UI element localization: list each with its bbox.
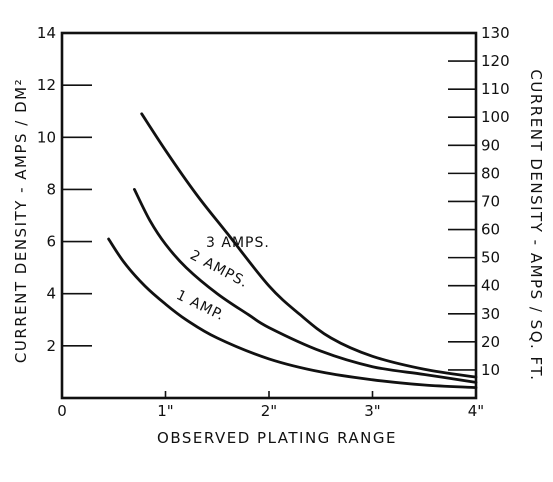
- y-right-tick-label-0: 10: [481, 361, 500, 379]
- y-right-tick-label-4: 50: [481, 249, 500, 267]
- y-right-tick-label-6: 70: [481, 192, 500, 210]
- y-axis-title-left: CURRENT DENSITY - AMPS / DM²: [12, 78, 30, 363]
- plot-frame: [60, 31, 478, 400]
- x-tick-label-2: 2": [261, 402, 277, 420]
- series-line-3-amps: [140, 112, 478, 379]
- y-right-tick-label-12: 130: [481, 24, 510, 42]
- y-right-tick-label-11: 120: [481, 52, 510, 70]
- y-right-tick-label-7: 80: [481, 164, 500, 182]
- y-axis-title-right: CURRENT DENSITY - AMPS / SQ. FT.: [527, 69, 545, 381]
- y-right-tick-label-5: 60: [481, 221, 500, 239]
- x-tick-label-1: 1": [157, 402, 173, 420]
- y-tick-label-6: 14: [37, 24, 56, 42]
- x-tick-label-4: 4": [468, 402, 484, 420]
- series-line-2-amps: [133, 188, 478, 384]
- y-right-tick-label-2: 30: [481, 305, 500, 323]
- y-right-tick-label-10: 110: [481, 80, 510, 98]
- y-tick-label-3: 8: [46, 180, 56, 198]
- y-tick-label-2: 6: [46, 233, 56, 251]
- y-tick-label-4: 10: [37, 128, 56, 146]
- y-right-tick-label-8: 90: [481, 136, 500, 154]
- series-line-1-amp: [107, 237, 478, 389]
- x-axis-title: OBSERVED PLATING RANGE: [157, 429, 397, 447]
- series-label-3-amps: 3 AMPS.: [206, 235, 270, 251]
- y-tick-label-5: 12: [37, 76, 56, 94]
- series-label-1-amp: 1 AMP.: [174, 287, 228, 324]
- x-tick-label-0: 0: [57, 402, 67, 420]
- y-right-tick-label-9: 100: [481, 108, 510, 126]
- y-tick-label-0: 2: [46, 337, 56, 355]
- y-right-tick-label-1: 20: [481, 333, 500, 351]
- y-tick-label-1: 4: [46, 285, 56, 303]
- y-right-tick-label-3: 40: [481, 277, 500, 295]
- x-tick-label-3: 3": [364, 402, 380, 420]
